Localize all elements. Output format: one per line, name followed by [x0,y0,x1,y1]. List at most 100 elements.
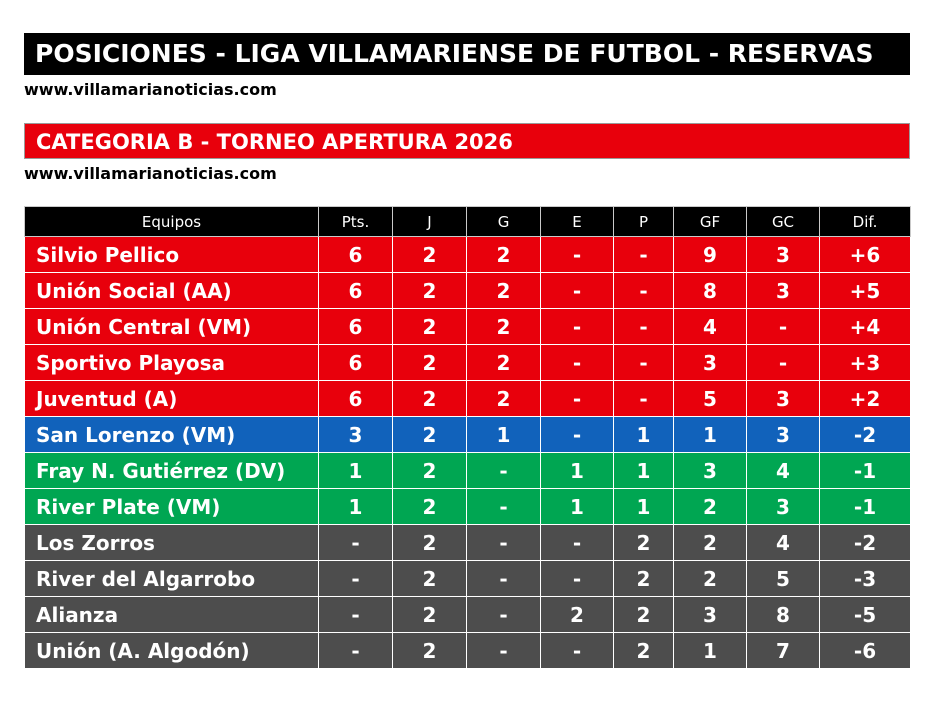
points-cell: - [318,596,393,633]
points-cell: - [318,632,393,669]
goals-against-cell: 7 [746,632,820,669]
team-name-cell: Juventud (A) [24,380,319,417]
lost-cell: 1 [613,416,674,453]
drawn-cell: - [540,272,614,309]
points-cell: - [318,560,393,597]
goal-difference-cell: +2 [819,380,911,417]
team-name-cell: Los Zorros [24,524,319,561]
played-cell: 2 [392,416,467,453]
goal-difference-cell: -3 [819,560,911,597]
lost-cell: 2 [613,596,674,633]
played-cell: 2 [392,560,467,597]
team-name-cell: River del Algarrobo [24,560,319,597]
drawn-cell: 1 [540,488,614,525]
played-cell: 2 [392,272,467,309]
won-cell: - [466,560,541,597]
header-drawn: E [540,206,614,237]
header-lost: P [613,206,674,237]
drawn-cell: - [540,632,614,669]
won-cell: - [466,596,541,633]
goals-for-cell: 1 [673,632,747,669]
goals-for-cell: 5 [673,380,747,417]
played-cell: 2 [392,344,467,381]
table-row: Los Zorros -2- -2 2 4 -2 [24,524,911,561]
category-title: CATEGORIA B - TORNEO APERTURA 2026 [24,123,910,159]
team-name-cell: Unión Central (VM) [24,308,319,345]
lost-cell: - [613,272,674,309]
team-name-cell: River Plate (VM) [24,488,319,525]
table-row: Unión (A. Algodón) -2- -2 1 7 -6 [24,632,911,669]
table-row: River del Algarrobo -2- -2 2 5 -3 [24,560,911,597]
points-cell: 6 [318,236,393,273]
points-cell: 6 [318,272,393,309]
goals-against-cell: - [746,344,820,381]
website-link[interactable]: www.villamarianoticias.com [24,164,277,183]
team-name-cell: Alianza [24,596,319,633]
goals-for-cell: 3 [673,344,747,381]
goal-difference-cell: -1 [819,488,911,525]
goals-against-cell: 8 [746,596,820,633]
standings-body: Silvio Pellico 6 2 2- -9 3 +6 Unión Social (AA)… [24,236,911,669]
table-row: Unión Central (VM) 6 2 2- -4- +4 [24,308,911,345]
lost-cell: 2 [613,524,674,561]
goals-against-cell: 4 [746,452,820,489]
played-cell: 2 [392,236,467,273]
drawn-cell: 1 [540,452,614,489]
lost-cell: - [613,236,674,273]
goals-against-cell: 3 [746,416,820,453]
won-cell: 2 [466,272,541,309]
standings-table: Equipos Pts. J G E P GF GC Dif. Silvio Pellico 6 2… [24,206,911,669]
table-row: Sportivo Playosa 6 2 2- -3- +3 [24,344,911,381]
header-goals-against: GC [746,206,820,237]
header-goal-difference: Dif. [819,206,911,237]
won-cell: - [466,488,541,525]
lost-cell: - [613,308,674,345]
website-link[interactable]: www.villamarianoticias.com [24,80,277,99]
team-name-cell: San Lorenzo (VM) [24,416,319,453]
goals-for-cell: 2 [673,488,747,525]
goals-against-cell: 3 [746,236,820,273]
won-cell: 2 [466,344,541,381]
played-cell: 2 [392,524,467,561]
table-row: San Lorenzo (VM) 3 2 1-1 1 3 -2 [24,416,911,453]
page-title: POSICIONES - LIGA VILLAMARIENSE DE FUTBO… [24,33,910,75]
won-cell: - [466,632,541,669]
goal-difference-cell: +6 [819,236,911,273]
drawn-cell: - [540,560,614,597]
points-cell: 6 [318,344,393,381]
team-name-cell: Unión Social (AA) [24,272,319,309]
goals-against-cell: 3 [746,380,820,417]
goals-for-cell: 3 [673,596,747,633]
played-cell: 2 [392,452,467,489]
team-name-cell: Silvio Pellico [24,236,319,273]
lost-cell: 1 [613,488,674,525]
drawn-cell: - [540,524,614,561]
goals-for-cell: 2 [673,560,747,597]
goals-for-cell: 4 [673,308,747,345]
goals-for-cell: 2 [673,524,747,561]
goal-difference-cell: -5 [819,596,911,633]
header-won: G [466,206,541,237]
won-cell: - [466,452,541,489]
drawn-cell: - [540,380,614,417]
table-row: River Plate (VM) 1 2-1 1 2 3 -1 [24,488,911,525]
drawn-cell: - [540,344,614,381]
drawn-cell: 2 [540,596,614,633]
header-played: J [392,206,467,237]
team-name-cell: Unión (A. Algodón) [24,632,319,669]
goal-difference-cell: +5 [819,272,911,309]
points-cell: 3 [318,416,393,453]
goals-for-cell: 8 [673,272,747,309]
goal-difference-cell: -2 [819,524,911,561]
table-row: Alianza -2-2 2 3 8 -5 [24,596,911,633]
goals-for-cell: 9 [673,236,747,273]
lost-cell: - [613,344,674,381]
goal-difference-cell: -6 [819,632,911,669]
lost-cell: 1 [613,452,674,489]
lost-cell: 2 [613,560,674,597]
played-cell: 2 [392,632,467,669]
drawn-cell: - [540,308,614,345]
points-cell: 1 [318,452,393,489]
goals-against-cell: 4 [746,524,820,561]
won-cell: - [466,524,541,561]
